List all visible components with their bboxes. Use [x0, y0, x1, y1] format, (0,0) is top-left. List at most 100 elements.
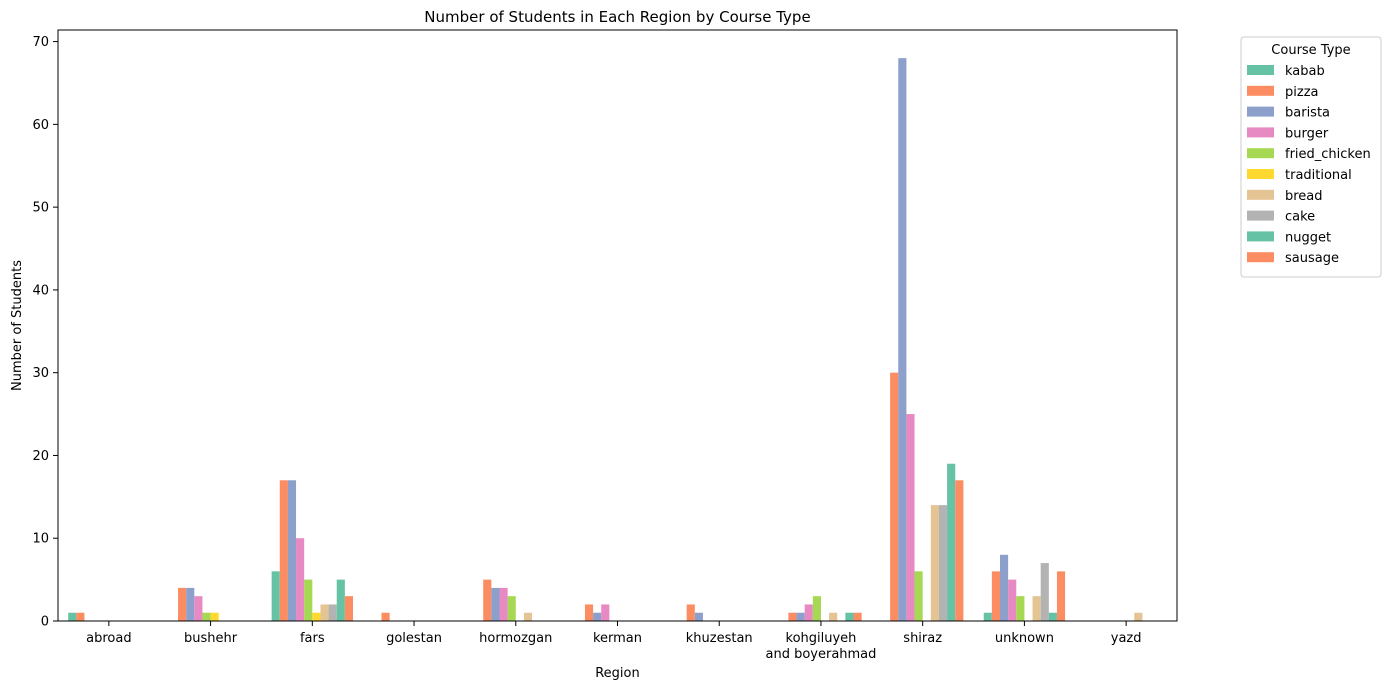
bar-pizza-bushehr: [178, 587, 187, 621]
y-tick-label: 60: [32, 118, 49, 133]
legend-swatch-barista: [1247, 106, 1274, 117]
bar-sausage-kohgiluyeh: [853, 612, 862, 621]
bar-traditional-bushehr: [210, 612, 219, 621]
bar-sausage-fars: [344, 596, 354, 621]
x-tick-label-line: hormozgan: [479, 631, 552, 646]
chart-title: Number of Students in Each Region by Cou…: [424, 8, 810, 26]
bar-pizza-unknown: [991, 571, 1000, 621]
bar-burger-shiraz: [906, 414, 915, 621]
bar-sausage-unknown: [1056, 571, 1066, 621]
bar-burger-fars: [296, 538, 305, 621]
x-tick-label: hormozgan: [479, 631, 552, 646]
y-tick-label: 70: [32, 35, 49, 50]
bar-fried_chicken-shiraz: [914, 571, 923, 621]
y-tick-label: 0: [41, 615, 49, 630]
x-tick-label: bushehr: [184, 631, 238, 646]
x-tick-label: unknown: [995, 631, 1054, 646]
bar-nugget-shiraz: [947, 463, 956, 621]
bar-pizza-shiraz: [890, 372, 899, 621]
bar-kabab-fars: [271, 571, 280, 621]
legend-label-fried_chicken: fried_chicken: [1285, 147, 1371, 162]
x-tick-label: kerman: [593, 631, 642, 646]
x-tick-label: khuzestan: [686, 631, 753, 646]
y-tick-label: 30: [32, 366, 49, 381]
legend-label-sausage: sausage: [1285, 251, 1339, 266]
x-tick-label-line: golestan: [386, 631, 442, 646]
bar-fried_chicken-hormozgan: [507, 596, 516, 621]
bar-nugget-kohgiluyeh: [845, 612, 854, 621]
bar-barista-unknown: [999, 554, 1009, 621]
legend-swatch-bread: [1247, 189, 1274, 200]
bar-bread-unknown: [1032, 596, 1041, 621]
legend-swatch-traditional: [1247, 169, 1274, 179]
legend: Course Type kabab pizza barista burger fried…: [1240, 36, 1382, 278]
x-tick-label-line: fars: [300, 631, 325, 646]
bar-burger-hormozgan: [499, 587, 508, 621]
legend-label-bread: bread: [1285, 189, 1323, 204]
x-tick-label: fars: [300, 631, 325, 646]
x-axis-title: Region: [595, 666, 640, 681]
legend-label-traditional: traditional: [1285, 168, 1352, 183]
x-tick-label: yazd: [1111, 631, 1142, 646]
legend-swatch-fried_chicken: [1247, 148, 1274, 159]
bar-fried_chicken-unknown: [1016, 596, 1025, 621]
bar-barista-khuzestan: [694, 612, 703, 621]
x-tick-label-line: and boyerahmad: [765, 647, 876, 662]
legend-box: [1240, 36, 1382, 278]
bar-bread-kohgiluyeh: [829, 612, 838, 621]
bar-barista-kohgiluyeh: [796, 612, 805, 621]
bar-fried_chicken-fars: [304, 579, 313, 621]
bar-fried_chicken-bushehr: [202, 612, 211, 621]
bar-barista-hormozgan: [491, 587, 500, 621]
y-tick-label: 50: [32, 201, 49, 216]
legend-label-burger: burger: [1285, 126, 1329, 141]
y-tick-label: 10: [32, 532, 49, 547]
x-tick-label: abroad: [86, 631, 131, 646]
legend-swatch-kabab: [1247, 65, 1274, 75]
legend-label-barista: barista: [1285, 106, 1330, 121]
bar-nugget-unknown: [1048, 612, 1057, 621]
legend-label-pizza: pizza: [1285, 85, 1318, 100]
legend-swatch-cake: [1247, 210, 1274, 221]
bar-traditional-fars: [312, 612, 321, 621]
bar-bread-yazd: [1134, 612, 1143, 621]
legend-swatch-pizza: [1247, 85, 1274, 96]
bar-burger-kerman: [601, 604, 610, 621]
x-tick-label-line: kerman: [593, 631, 642, 646]
bar-pizza-golestan: [381, 612, 390, 621]
bar-burger-bushehr: [194, 596, 203, 621]
legend-label-cake: cake: [1285, 210, 1315, 225]
bar-nugget-fars: [336, 579, 345, 621]
x-tick-label: shiraz: [903, 631, 942, 646]
legend-swatch-burger: [1247, 127, 1274, 138]
bar-bread-fars: [320, 604, 329, 621]
legend-title: Course Type: [1271, 43, 1350, 58]
x-tick-label-line: bushehr: [184, 631, 238, 646]
y-tick-label: 20: [32, 449, 49, 464]
legend-swatch-nugget: [1247, 231, 1274, 242]
bar-pizza-hormozgan: [483, 579, 492, 621]
legend-swatch-sausage: [1247, 252, 1274, 263]
bar-pizza-kerman: [584, 604, 594, 621]
bar-pizza-khuzestan: [686, 604, 695, 621]
x-tick-label-line: kohgiluyeh: [786, 631, 857, 646]
bar-barista-kerman: [593, 612, 602, 621]
x-tick-label: kohgiluyeh and boyerahmad: [765, 631, 876, 662]
x-tick-label-line: abroad: [86, 631, 131, 646]
x-tick-label-line: yazd: [1111, 631, 1142, 646]
bar-barista-bushehr: [186, 587, 195, 621]
y-tick-label: 40: [32, 283, 49, 298]
x-axis: abroad bushehr fars golestan hormozgan kerman…: [86, 621, 1142, 662]
bar-kabab-abroad: [68, 612, 77, 621]
bar-bread-shiraz: [930, 505, 939, 621]
x-tick-label-line: khuzestan: [686, 631, 753, 646]
plot-frame: [57, 29, 1178, 622]
legend-items: kabab pizza barista burger fried_chickentrad…: [1247, 64, 1371, 266]
bar-bread-hormozgan: [523, 612, 533, 621]
bar-kabab-unknown: [983, 612, 992, 621]
x-tick-label: golestan: [386, 631, 442, 646]
legend-label-nugget: nugget: [1285, 230, 1331, 245]
x-tick-label-line: shiraz: [903, 631, 942, 646]
bar-cake-fars: [328, 604, 337, 621]
